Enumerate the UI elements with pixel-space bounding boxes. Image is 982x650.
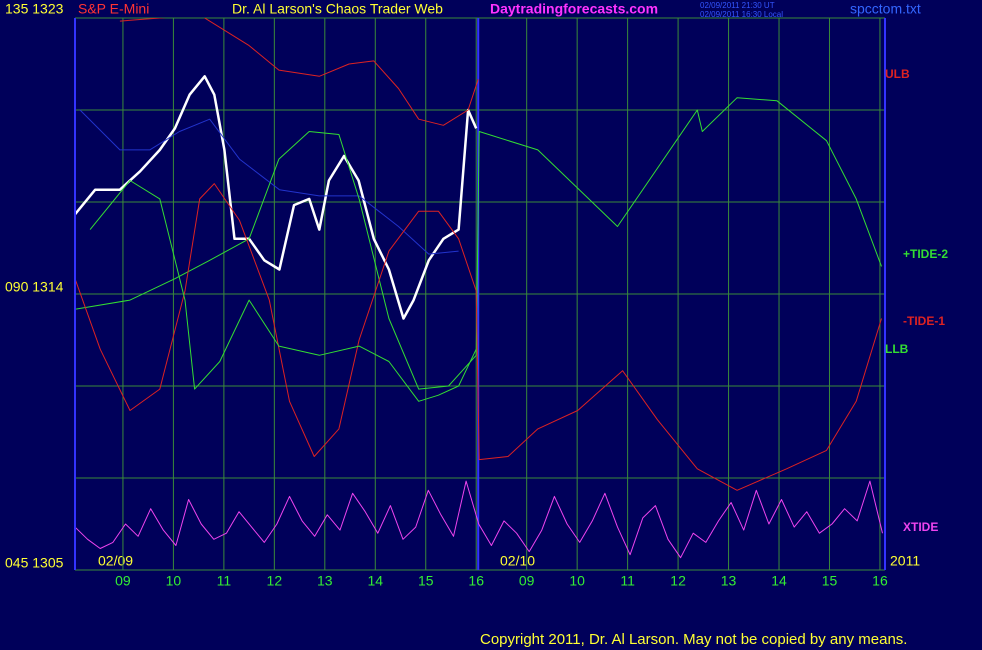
x-tick-label: 13 [317,573,333,589]
x-tick-label: 12 [267,573,283,589]
series-label: ULB [885,67,910,81]
series-label: -TIDE-1 [903,314,945,328]
grid [75,17,885,571]
x-tick-label: 16 [872,573,888,589]
site: Daytradingforecasts.com [490,1,658,17]
x-tick-label: 10 [569,573,585,589]
series-line [119,18,479,126]
file-name: spcctom.txt [850,1,921,17]
timestamp: 02/09/2011 16:30 Local [700,10,783,19]
series-line [89,180,477,402]
x-tick-label: 12 [670,573,686,589]
plot [75,18,883,559]
date-label: 2011 [890,553,920,569]
x-tick-label: 16 [468,573,484,589]
series-line [75,183,882,491]
x-tick-label: 14 [771,573,787,589]
x-tick-label: 14 [367,573,383,589]
timestamp: 02/09/2011 21:30 UT [700,1,775,10]
chart-title: Dr. Al Larson's Chaos Trader Web [232,1,443,17]
x-tick-label: 15 [822,573,838,589]
x-tick-label: 09 [115,573,131,589]
series-line [75,480,883,559]
x-tick-label: 15 [418,573,434,589]
series-label: XTIDE [903,520,938,534]
copyright: Copyright 2011, Dr. Al Larson. May not b… [480,631,907,648]
x-tick-label: 10 [166,573,182,589]
x-tick-label: 13 [721,573,737,589]
x-tick-label: 11 [217,573,232,589]
y-tick-label: 135 1323 [5,1,64,17]
y-tick-label: 045 1305 [5,555,64,571]
series-line [75,75,478,320]
series-label: LLB [885,342,909,356]
x-tick-label: 09 [519,573,535,589]
date-label: 02/09 [98,553,133,569]
date-label: 02/10 [500,553,535,569]
y-tick-label: 090 1314 [5,279,64,295]
series-label: +TIDE-2 [903,247,948,261]
series-line [75,97,882,390]
x-tick-label: 11 [620,573,635,589]
instrument: S&P E-Mini [78,1,149,17]
